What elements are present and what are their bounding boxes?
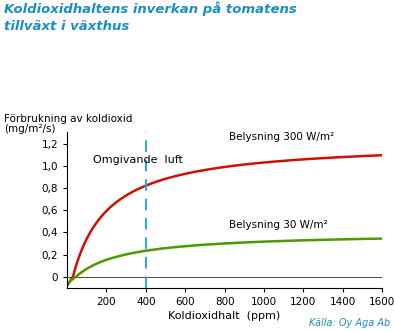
- Text: Belysning 300 W/m²: Belysning 300 W/m²: [229, 132, 334, 142]
- Text: Koldioxidhaltens inverkan på tomatens: Koldioxidhaltens inverkan på tomatens: [4, 2, 297, 16]
- X-axis label: Koldioxidhalt  (ppm): Koldioxidhalt (ppm): [169, 311, 281, 321]
- Text: Omgivande  luft: Omgivande luft: [93, 155, 182, 165]
- Text: Förbrukning av koldioxid: Förbrukning av koldioxid: [4, 114, 132, 124]
- Text: (mg/m²/s): (mg/m²/s): [4, 124, 56, 134]
- Text: Belysning 30 W/m²: Belysning 30 W/m²: [229, 220, 327, 230]
- Text: tillväxt i växthus: tillväxt i växthus: [4, 20, 129, 33]
- Text: Källa: Oy Aga Ab: Källa: Oy Aga Ab: [309, 318, 390, 328]
